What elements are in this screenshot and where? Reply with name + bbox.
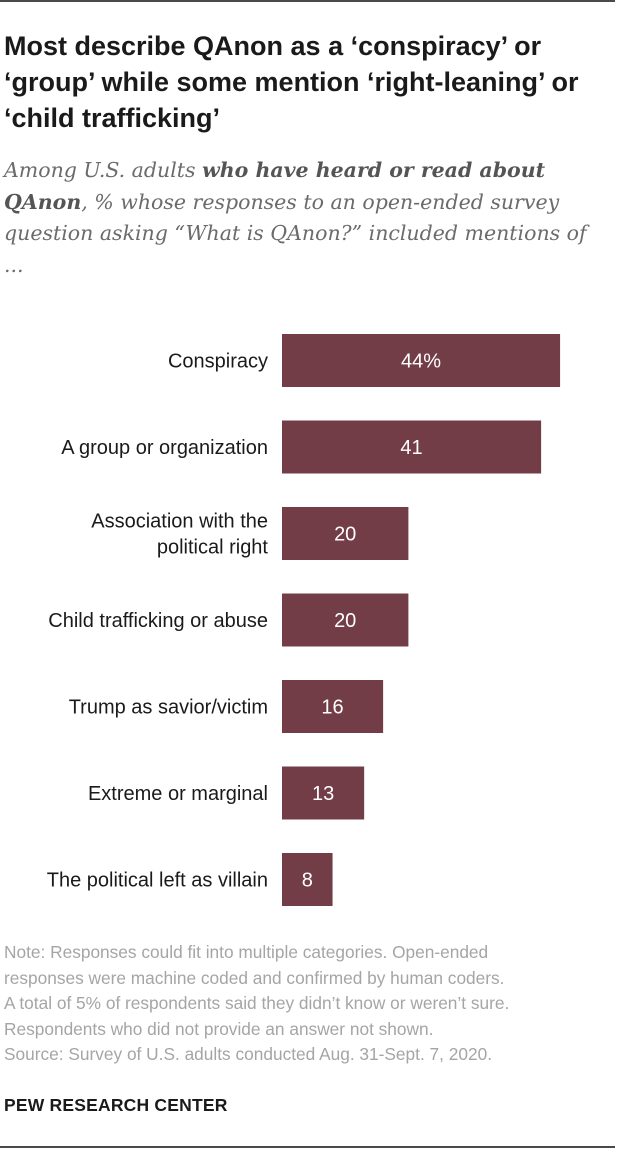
bar-value-label: 41 — [400, 437, 422, 459]
top-rule — [0, 0, 615, 2]
bar — [282, 334, 561, 387]
category-label-line: Trump as savior/victim — [69, 697, 268, 719]
category-label-line: Child trafficking or abuse — [48, 610, 268, 632]
subtitle-part-2: , % whose responses to an open-ended sur… — [4, 189, 587, 277]
bar-value-label: 13 — [312, 783, 334, 805]
category-label: The political left as villain — [47, 870, 268, 892]
bar-value-label: 44% — [401, 351, 441, 373]
source-line: Source: Survey of U.S. adults conducted … — [4, 1044, 493, 1064]
subtitle-emphasis: who have heard or read about QAnon — [4, 158, 546, 214]
category-label: Extreme or marginal — [88, 783, 268, 805]
bottom-rule — [0, 1146, 615, 1148]
chart-notes: Note: Responses could fit into multiple … — [4, 940, 614, 1068]
note-line: Note: Responses could fit into multiple … — [4, 942, 489, 962]
category-label-line: political right — [157, 537, 269, 559]
category-label: Association with the political right — [91, 511, 268, 559]
bar-value-label: 20 — [334, 610, 356, 632]
note-line: responses were machine coded and confirm… — [4, 967, 505, 988]
bar-value-label: 8 — [302, 870, 313, 892]
category-label-line: Association with the — [91, 511, 268, 533]
note-line: Respondents who did not provide an answe… — [4, 1018, 434, 1039]
category-label-line: Conspiracy — [168, 351, 268, 373]
category-label: Conspiracy — [168, 351, 268, 373]
category-label: Child trafficking or abuse — [48, 610, 268, 632]
category-label: Trump as savior/victim — [69, 697, 268, 719]
note-line: A total of 5% of respondents said they d… — [4, 993, 510, 1013]
bar — [282, 766, 365, 820]
bar-value-label: 20 — [334, 524, 356, 546]
pew-research-logo-text: PEW RESEARCH CENTER — [4, 1095, 228, 1115]
chart-title: Most describe QAnon as a ‘conspiracy’ or… — [4, 31, 579, 133]
bar — [282, 680, 384, 733]
subtitle-part-1: Among U.S. adults — [4, 158, 203, 182]
category-label-line: The political left as villain — [47, 870, 268, 892]
bar — [282, 853, 333, 906]
chart-subtitle: Among U.S. adults who have heard or read… — [4, 155, 604, 281]
bar — [282, 507, 409, 560]
category-label: A group or organization — [61, 437, 268, 459]
bar-chart: 44% Conspiracy 41 A group or organization 20… — [47, 334, 561, 906]
bar — [282, 420, 542, 474]
bars-group: 44% Conspiracy 41 A group or organization 20… — [47, 334, 561, 906]
bar — [282, 593, 409, 647]
category-label-line: A group or organization — [61, 437, 268, 459]
category-label-line: Extreme or marginal — [88, 783, 268, 805]
bar-value-label: 16 — [321, 697, 343, 719]
